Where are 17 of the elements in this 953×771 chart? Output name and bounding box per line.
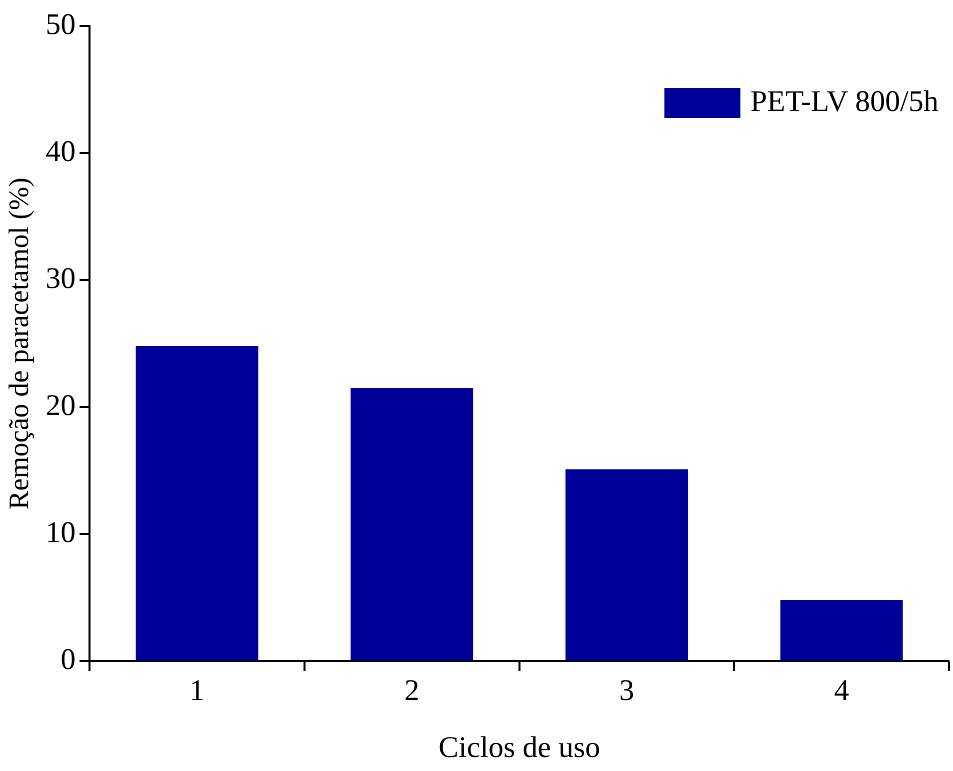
y-tick-label: 10 — [46, 516, 76, 549]
legend-label: PET-LV 800/5h — [750, 84, 938, 118]
y-tick-label: 0 — [60, 642, 76, 676]
y-tick-label: 30 — [46, 262, 76, 295]
y-tick-label: 40 — [46, 134, 76, 168]
bar — [780, 600, 903, 660]
y-axis-title: Remoção de paracetamol (%) — [4, 178, 36, 510]
y-tick-label: 20 — [46, 388, 76, 422]
x-axis-title: Ciclos de uso — [438, 730, 600, 764]
bar — [565, 469, 688, 660]
bar — [350, 388, 474, 660]
x-tick-label: 3 — [619, 674, 634, 707]
x-tick-label: 1 — [190, 674, 205, 707]
y-tick-label: 50 — [46, 8, 76, 41]
x-tick-label: 2 — [404, 674, 420, 707]
bar — [136, 346, 258, 660]
x-tick-label: 4 — [834, 674, 850, 707]
